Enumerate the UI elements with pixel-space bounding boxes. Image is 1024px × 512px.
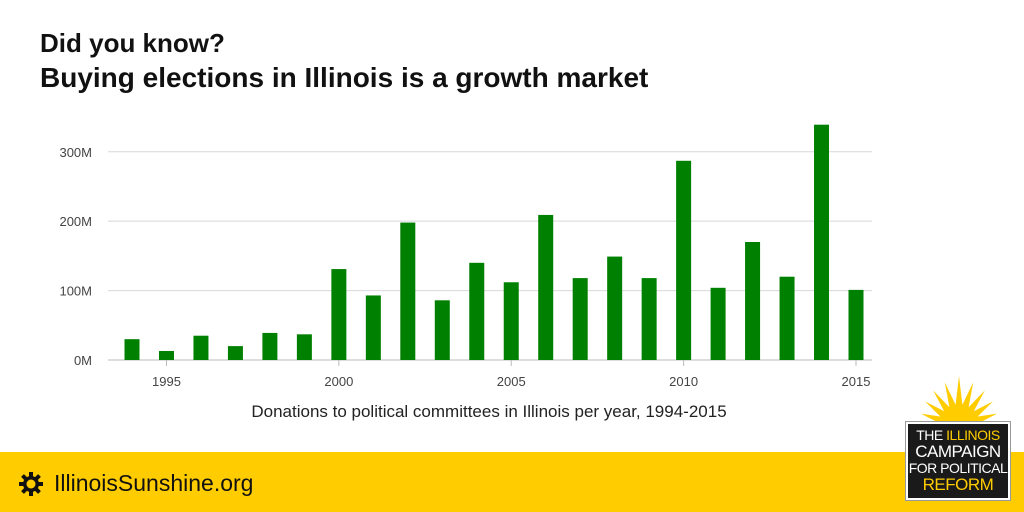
bar-2009 [641,278,657,360]
bar-1994 [124,339,140,360]
logo-line2: CAMPAIGN [915,442,1001,461]
bar-2014 [814,124,830,360]
bar-2007 [572,278,588,360]
logo-line1-a: THE [916,427,943,443]
y-tick-label: 0M [74,353,92,368]
y-tick-label: 300M [59,145,92,160]
bar-2013 [779,276,795,360]
x-tick-label: 2000 [324,374,353,389]
bar-2008 [607,256,623,360]
logo-line4: REFORM [922,475,994,494]
bar-2005 [503,282,519,360]
x-tick-label: 2010 [669,374,698,389]
bar-2015 [848,289,864,360]
bar-chart: 0M 100M 200M 300M 1995 2000 2005 2010 2015 [59,124,872,389]
chart-caption: Donations to political committees in Ill… [251,402,727,421]
bar-1995 [158,350,174,360]
bar-2001 [365,295,381,360]
y-tick-label: 200M [59,214,92,229]
bar-2011 [710,287,726,360]
bar-2006 [538,214,554,360]
x-tick-label: 2015 [842,374,871,389]
x-tick-label: 2005 [497,374,526,389]
footer-band [0,452,1024,512]
bar-1996 [193,335,209,360]
footer-website-link[interactable]: IllinoisSunshine.org [18,470,253,497]
bar-2010 [676,160,692,360]
gear-icon [19,471,43,496]
x-tick-label: 1995 [152,374,181,389]
y-tick-label: 100M [59,284,92,299]
bar-2000 [331,269,347,360]
bar-2012 [745,242,761,360]
page-title: Did you know? [40,28,225,58]
logo-line1-b: ILLINOIS [946,427,1000,443]
bar-2003 [434,300,450,360]
logo-line3: FOR POLITICAL [908,460,1008,476]
bar-1997 [227,346,243,360]
bar-1998 [262,332,278,360]
illinois-campaign-logo: THE ILLINOIS CAMPAIGN FOR POLITICAL REFO… [904,374,1016,504]
footer-link-text: IllinoisSunshine.org [54,470,254,496]
logo-text-box: THE ILLINOIS CAMPAIGN FOR POLITICAL REFO… [905,421,1011,501]
page-subtitle: Buying elections in Illinois is a growth… [40,62,649,93]
bar-1999 [296,334,312,360]
bar-2002 [400,222,416,360]
bar-2004 [469,262,485,360]
